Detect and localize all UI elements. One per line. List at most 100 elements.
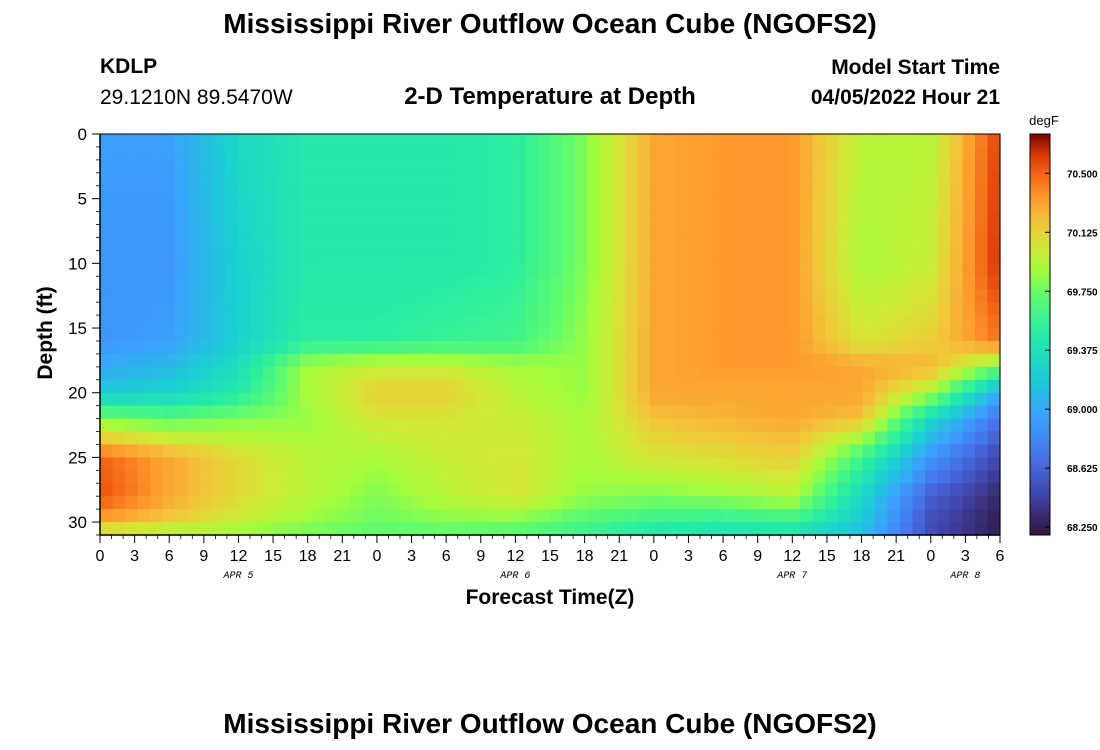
heatmap-cell bbox=[775, 444, 789, 458]
heatmap-cell bbox=[250, 522, 264, 536]
heatmap-cell bbox=[950, 159, 964, 174]
heatmap-cell bbox=[475, 315, 489, 329]
heatmap-cell bbox=[350, 405, 364, 420]
heatmap-cell bbox=[150, 392, 164, 407]
heatmap-cell bbox=[475, 185, 489, 200]
heatmap-cell bbox=[650, 263, 664, 277]
heatmap-cell bbox=[150, 289, 164, 303]
heatmap-cell bbox=[562, 457, 576, 471]
heatmap-cell bbox=[437, 134, 451, 148]
heatmap-cell bbox=[600, 483, 614, 497]
heatmap-cell bbox=[575, 276, 589, 290]
heatmap-cell bbox=[987, 470, 1001, 484]
heatmap-cell bbox=[400, 522, 414, 536]
heatmap-cell bbox=[212, 405, 226, 420]
heatmap-cell bbox=[587, 431, 601, 446]
heatmap-cell bbox=[500, 457, 514, 471]
heatmap-cell bbox=[275, 379, 289, 394]
heatmap-cell bbox=[625, 172, 639, 187]
heatmap-cell bbox=[462, 263, 476, 277]
heatmap-cell bbox=[375, 431, 389, 446]
heatmap-cell bbox=[950, 340, 964, 355]
heatmap-cell bbox=[825, 315, 839, 329]
heatmap-cell bbox=[650, 496, 664, 510]
heatmap-cell bbox=[362, 159, 376, 174]
heatmap-cell bbox=[912, 250, 926, 264]
heatmap-cell bbox=[225, 418, 239, 433]
heatmap-cell bbox=[262, 470, 276, 484]
heatmap-cell bbox=[875, 457, 889, 471]
heatmap-cell bbox=[625, 211, 639, 226]
heatmap-cell bbox=[437, 405, 451, 420]
heatmap-cell bbox=[587, 172, 601, 187]
heatmap-cell bbox=[312, 185, 326, 200]
heatmap-cell bbox=[662, 328, 676, 342]
heatmap-cell bbox=[787, 457, 801, 471]
heatmap-cell bbox=[175, 172, 189, 187]
heatmap-cell bbox=[862, 289, 876, 303]
heatmap-cell bbox=[937, 237, 951, 252]
heatmap-cell bbox=[837, 211, 851, 226]
heatmap-cell bbox=[762, 470, 776, 484]
heatmap-cell bbox=[662, 159, 676, 174]
heatmap-cell bbox=[612, 522, 626, 536]
heatmap-cell bbox=[525, 405, 539, 420]
heatmap-cell bbox=[112, 405, 126, 420]
heatmap-cell bbox=[875, 496, 889, 510]
heatmap-cell bbox=[175, 418, 189, 433]
heatmap-cell bbox=[925, 146, 939, 161]
heatmap-cell bbox=[412, 457, 426, 471]
heatmap-cell bbox=[712, 431, 726, 446]
heatmap-cell bbox=[525, 418, 539, 433]
heatmap-cell bbox=[225, 522, 239, 536]
heatmap-cell bbox=[512, 483, 526, 497]
heatmap-cell bbox=[662, 483, 676, 497]
heatmap-cell bbox=[737, 522, 751, 536]
heatmap-cell bbox=[775, 146, 789, 161]
heatmap-cell bbox=[425, 276, 439, 290]
heatmap-cell bbox=[187, 198, 201, 213]
heatmap-cell bbox=[175, 509, 189, 523]
heatmap-cell bbox=[287, 172, 301, 187]
heatmap-cell bbox=[425, 134, 439, 148]
heatmap-cell bbox=[975, 276, 989, 290]
heatmap-cell bbox=[725, 483, 739, 497]
heatmap-cell bbox=[337, 431, 351, 446]
heatmap-cell bbox=[762, 328, 776, 342]
heatmap-cell bbox=[325, 159, 339, 174]
heatmap-cell bbox=[550, 431, 564, 446]
heatmap-cell bbox=[950, 496, 964, 510]
heatmap-cell bbox=[950, 483, 964, 497]
heatmap-cell bbox=[775, 418, 789, 433]
heatmap-cell bbox=[362, 431, 376, 446]
heatmap-cell bbox=[337, 211, 351, 226]
heatmap-cell bbox=[925, 522, 939, 536]
heatmap-cell bbox=[850, 289, 864, 303]
heatmap-cell bbox=[250, 483, 264, 497]
heatmap-cell bbox=[325, 483, 339, 497]
heatmap-cell bbox=[825, 146, 839, 161]
heatmap-cell bbox=[462, 379, 476, 394]
heatmap-cell bbox=[437, 289, 451, 303]
heatmap-cell bbox=[275, 444, 289, 458]
heatmap-cell bbox=[312, 366, 326, 381]
heatmap-cell bbox=[950, 418, 964, 433]
heatmap-cell bbox=[912, 328, 926, 342]
heatmap-cell bbox=[962, 224, 976, 239]
heatmap-cell bbox=[362, 224, 376, 239]
x-tick-label: 0 bbox=[926, 548, 935, 565]
heatmap-cell bbox=[200, 496, 214, 510]
heatmap-cell bbox=[825, 366, 839, 381]
heatmap-cell bbox=[250, 146, 264, 161]
heatmap-cell bbox=[200, 263, 214, 277]
heatmap-cell bbox=[337, 522, 351, 536]
heatmap-cell bbox=[912, 211, 926, 226]
heatmap-cell bbox=[475, 457, 489, 471]
heatmap-cell bbox=[862, 198, 876, 213]
heatmap-cell bbox=[687, 159, 701, 174]
heatmap-cell bbox=[687, 470, 701, 484]
heatmap-cell bbox=[387, 276, 401, 290]
heatmap-cell bbox=[587, 328, 601, 342]
heatmap-cell bbox=[862, 211, 876, 226]
heatmap-cell bbox=[887, 211, 901, 226]
